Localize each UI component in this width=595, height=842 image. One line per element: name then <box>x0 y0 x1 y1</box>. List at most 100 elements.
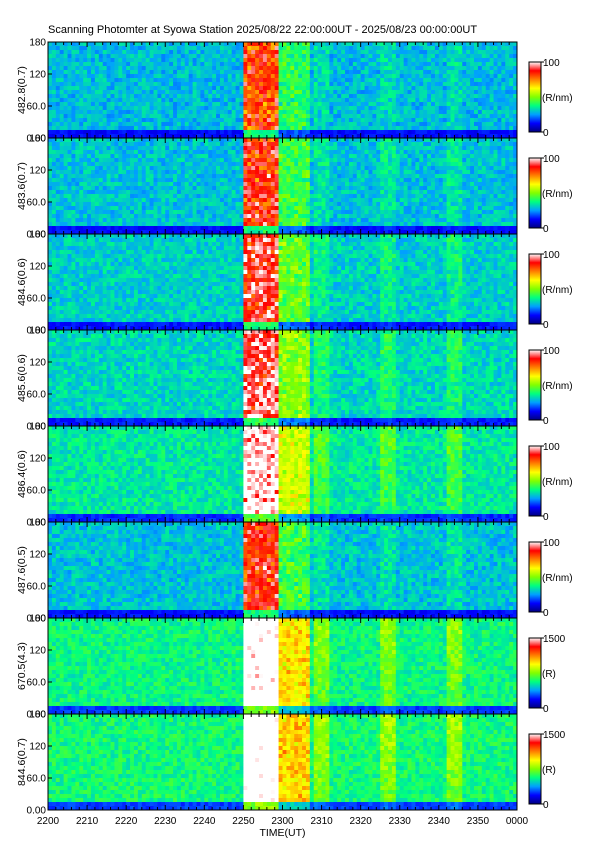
y-tick-label: 180 <box>29 518 46 529</box>
panel-7: 0.00 60.0 120 180 670.5(4.3) 1500 (R) 0 <box>16 614 566 721</box>
y-tick-label: 60.0 <box>27 678 47 689</box>
y-tick-label: 60.0 <box>27 774 47 785</box>
heatmap-cells <box>48 330 518 427</box>
colorbar-max: 100 <box>543 154 560 165</box>
colorbar-unit: (R) <box>542 765 556 776</box>
y-tick-label: 120 <box>29 646 46 657</box>
colorbar-unit: (R/nm) <box>542 381 573 392</box>
panel-ylabel: 483.6(0.7) <box>16 162 28 210</box>
colorbar-min: 0 <box>543 128 549 139</box>
y-tick-label: 120 <box>29 454 46 465</box>
x-tick-label: 2220 <box>115 816 138 827</box>
chart-title: Scanning Photomter at Syowa Station 2025… <box>48 24 477 36</box>
x-tick-label: 2330 <box>389 816 412 827</box>
colorbar-max: 100 <box>543 346 560 357</box>
colorbar-max: 100 <box>543 250 560 261</box>
y-tick-label: 60.0 <box>27 102 47 113</box>
panel-ylabel: 486.4(0.6) <box>16 450 28 498</box>
colorbar-unit: (R/nm) <box>542 189 573 200</box>
y-tick-label: 180 <box>29 422 46 433</box>
y-tick-label: 60.0 <box>27 198 47 209</box>
panel-ylabel: 485.6(0.6) <box>16 354 28 402</box>
y-tick-label: 120 <box>29 262 46 273</box>
colorbar-min: 0 <box>543 608 549 619</box>
y-tick-label: 180 <box>29 134 46 145</box>
colorbar-unit: (R/nm) <box>542 93 573 104</box>
x-tick-label: 2210 <box>76 816 99 827</box>
colorbar-max: 100 <box>543 442 560 453</box>
colorbar-min: 0 <box>543 416 549 427</box>
x-tick-label: 0000 <box>506 816 529 827</box>
y-tick-label: 60.0 <box>27 390 47 401</box>
y-tick-label: 120 <box>29 742 46 753</box>
colorbar <box>528 445 542 517</box>
colorbar-max: 1500 <box>543 634 566 645</box>
y-tick-label: 0.00 <box>27 806 47 817</box>
panel-2: 0.00 60.0 120 180 483.6(0.7) 100 (R/nm) 0 <box>16 134 573 241</box>
y-tick-label: 60.0 <box>27 294 47 305</box>
heatmap-cells <box>48 426 518 523</box>
panel-ylabel: 670.5(4.3) <box>16 642 28 690</box>
x-tick-label: 2320 <box>350 816 373 827</box>
colorbar <box>528 349 542 421</box>
panel-ylabel: 844.6(0.7) <box>16 738 28 786</box>
colorbar <box>528 253 542 325</box>
y-tick-label: 0.00 <box>27 614 47 625</box>
colorbar-unit: (R/nm) <box>542 573 573 584</box>
colorbar <box>528 637 542 709</box>
x-tick-label: 2250 <box>232 816 255 827</box>
colorbar <box>528 733 542 805</box>
x-tick-label: 2200 <box>37 816 60 827</box>
colorbar-max: 1500 <box>543 730 566 741</box>
y-tick-label: 180 <box>29 614 46 625</box>
colorbar-min: 0 <box>543 704 549 715</box>
x-axis-label: TIME(UT) <box>259 827 305 839</box>
x-tick-label: 2350 <box>467 816 490 827</box>
panel-ylabel: 482.8(0.7) <box>16 66 28 114</box>
heatmap-cells <box>48 714 518 811</box>
heatmap-cells <box>48 522 518 619</box>
y-tick-label: 120 <box>29 70 46 81</box>
y-tick-label: 0.00 <box>27 134 47 145</box>
y-tick-label: 0.00 <box>27 422 47 433</box>
y-tick-label: 0.00 <box>27 326 47 337</box>
panel-6: 0.00 60.0 120 180 487.6(0.5) 100 (R/nm) 0 <box>16 518 573 625</box>
y-tick-label: 0.00 <box>27 710 47 721</box>
heatmap-cells <box>48 138 518 235</box>
panel-1: 0.00 60.0 120 180 482.8(0.7) 100 (R/nm) 0 <box>16 38 573 145</box>
colorbar-unit: (R/nm) <box>542 477 573 488</box>
y-tick-label: 120 <box>29 550 46 561</box>
colorbar-unit: (R/nm) <box>542 285 573 296</box>
panel-ylabel: 484.6(0.6) <box>16 258 28 306</box>
y-tick-label: 60.0 <box>27 582 47 593</box>
colorbar <box>528 157 542 229</box>
y-tick-label: 180 <box>29 230 46 241</box>
panel-3: 0.00 60.0 120 180 484.6(0.6) 100 (R/nm) 0 <box>16 230 573 337</box>
panel-4: 0.00 60.0 120 180 485.6(0.6) 100 (R/nm) 0 <box>16 326 573 433</box>
x-tick-label: 2240 <box>193 816 216 827</box>
y-tick-label: 0.00 <box>27 518 47 529</box>
y-tick-label: 60.0 <box>27 486 47 497</box>
y-tick-label: 180 <box>29 326 46 337</box>
x-tick-label: 2340 <box>428 816 451 827</box>
heatmap-cells <box>48 234 518 331</box>
colorbar <box>528 541 542 613</box>
y-tick-label: 120 <box>29 358 46 369</box>
heatmap-cells <box>48 42 518 139</box>
colorbar-unit: (R) <box>542 669 556 680</box>
colorbar-min: 0 <box>543 800 549 811</box>
colorbar-max: 100 <box>543 58 560 69</box>
x-tick-label: 2230 <box>154 816 177 827</box>
y-tick-label: 180 <box>29 710 46 721</box>
panel-5: 0.00 60.0 120 180 486.4(0.6) 100 (R/nm) 0 <box>16 422 573 529</box>
x-tick-label: 2310 <box>310 816 333 827</box>
colorbar-min: 0 <box>543 320 549 331</box>
colorbar-min: 0 <box>543 224 549 235</box>
heatmap-cells <box>48 618 518 715</box>
y-tick-label: 120 <box>29 166 46 177</box>
panel-ylabel: 487.6(0.5) <box>16 546 28 594</box>
y-tick-label: 180 <box>29 38 46 49</box>
colorbar-min: 0 <box>543 512 549 523</box>
x-tick-label: 2300 <box>271 816 294 827</box>
